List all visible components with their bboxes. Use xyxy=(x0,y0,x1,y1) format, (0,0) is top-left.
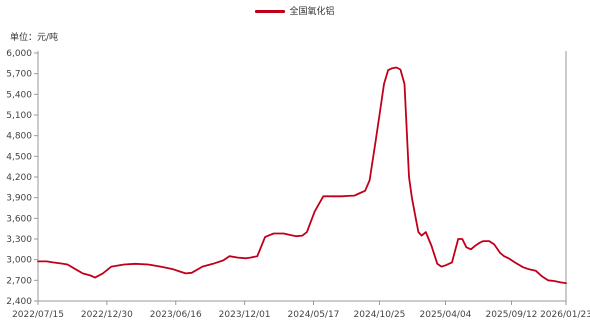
y-tick-label: 6,000 xyxy=(6,49,32,59)
x-tick-label: 2024/05/17 xyxy=(288,310,340,320)
series-line xyxy=(37,66,567,285)
x-tick-label: 2022/07/15 xyxy=(12,310,64,320)
y-tick-label: 4,800 xyxy=(6,132,32,142)
y-tick-label: 3,300 xyxy=(6,235,32,245)
y-tick-label: 5,700 xyxy=(6,70,32,80)
x-tick-label: 2022/12/30 xyxy=(81,310,133,320)
y-tick-label: 4,200 xyxy=(6,173,32,183)
unit-label: 单位：元/吨 xyxy=(10,33,59,43)
y-tick-label: 3,600 xyxy=(6,214,32,224)
legend-label: 全国氧化铝 xyxy=(289,7,335,17)
y-tick-label: 3,000 xyxy=(6,256,32,266)
x-tick-label: 2025/04/04 xyxy=(420,310,472,320)
y-tick-label: 5,400 xyxy=(6,90,32,100)
x-tick-label: 2023/12/01 xyxy=(219,310,271,320)
x-tick-label: 2026/01/23 xyxy=(540,310,590,320)
x-tick-label: 2025/09/12 xyxy=(486,310,538,320)
y-tick-label: 2,400 xyxy=(6,297,32,307)
legend-swatch xyxy=(255,10,286,13)
chart-legend[interactable]: 全国氧化铝 xyxy=(0,4,590,17)
y-tick-label: 4,500 xyxy=(6,152,32,162)
y-tick-label: 2,700 xyxy=(6,276,32,286)
y-tick-label: 3,900 xyxy=(6,194,32,204)
y-tick-label: 5,100 xyxy=(6,111,32,121)
x-tick-label: 2024/10/25 xyxy=(354,310,406,320)
x-tick-label: 2023/06/16 xyxy=(150,310,202,320)
